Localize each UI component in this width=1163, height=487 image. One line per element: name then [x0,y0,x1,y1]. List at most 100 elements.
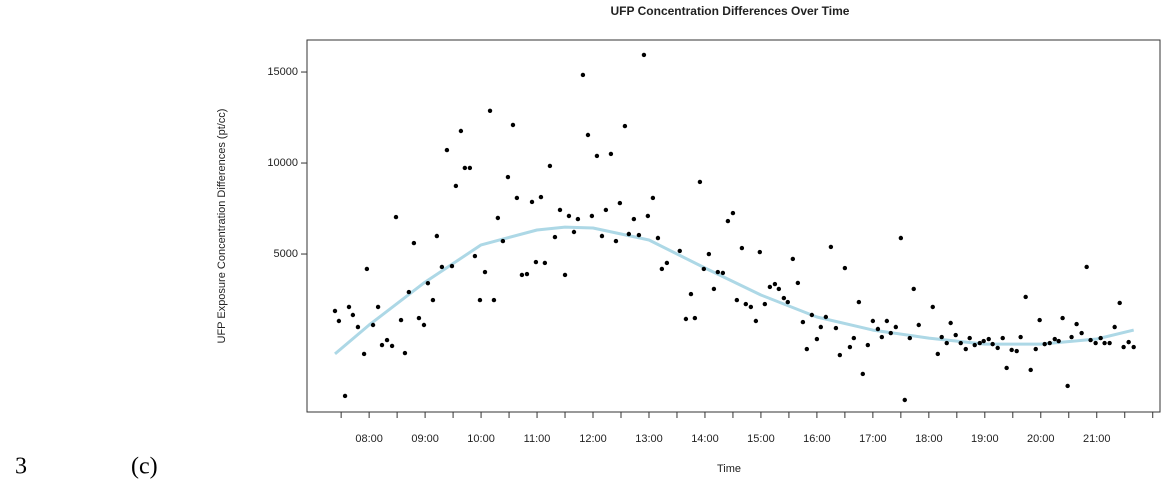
point [1079,330,1084,336]
point [458,128,464,134]
point [529,199,535,205]
figure-caption: (c) [131,454,158,480]
point [402,350,408,356]
point [449,263,455,269]
point [655,235,661,241]
point [730,210,736,216]
point [571,229,577,235]
point [1060,315,1065,321]
point [617,200,623,206]
point [828,244,834,250]
point [1037,317,1042,323]
point [421,322,427,328]
point [875,326,881,332]
point [814,336,820,342]
point [1112,324,1117,330]
point [524,271,530,277]
point [944,340,949,346]
point [972,342,977,348]
point [785,299,790,305]
point [856,299,862,305]
point [865,342,871,348]
point [346,304,352,310]
point [1065,383,1070,389]
point [444,147,450,153]
point [1102,340,1107,346]
point [364,266,370,272]
point [911,286,916,292]
point [510,122,516,128]
x-tick-label: 19:00 [971,433,999,445]
point [823,314,829,320]
point [967,335,972,341]
point [706,251,712,257]
point [361,351,367,357]
point [893,324,899,330]
point [562,272,568,278]
point [626,231,632,237]
point [1131,344,1136,350]
point [462,165,468,171]
point [425,280,431,286]
point [953,332,958,338]
point [1014,348,1019,354]
point [1084,264,1089,270]
point [384,337,390,343]
point [482,269,488,275]
point [636,232,642,238]
point [701,266,707,272]
x-tick-label: 21:00 [1083,433,1111,445]
point [1023,294,1028,300]
point [1009,347,1014,353]
point [1126,339,1131,345]
point [995,345,1000,351]
point [533,259,539,265]
point [379,342,385,348]
point [342,393,348,399]
point [336,318,342,324]
x-tick-label: 16:00 [803,433,831,445]
point [1028,367,1033,373]
x-axis-label: Time [717,463,741,475]
point [641,52,647,58]
point [683,316,689,322]
point [898,235,904,241]
point [547,163,553,169]
point [439,264,445,270]
point [585,132,591,138]
point [1018,334,1023,340]
point [594,153,600,159]
point [664,260,670,266]
point [495,215,501,221]
point [818,324,824,330]
point [720,270,726,276]
point [879,334,885,340]
point [833,325,839,331]
point [804,346,810,352]
y-tick-label: 10000 [267,157,298,169]
point [790,256,796,262]
point [772,281,778,287]
point [406,289,412,295]
point [753,318,759,324]
point [958,340,963,346]
point [692,315,698,321]
point [1047,340,1052,346]
point [916,322,921,328]
point [1117,300,1122,306]
point [809,312,815,318]
point [542,260,548,266]
point [847,344,853,350]
x-tick-label: 10:00 [467,433,495,445]
point [608,151,614,157]
point [888,330,893,336]
y-axis-label: UFP Exposure Concentration Differences (… [216,109,228,344]
point [370,322,376,328]
point [748,304,754,310]
point [986,336,991,342]
point [557,207,563,213]
point [1056,338,1061,344]
point [870,318,876,324]
x-tick-label: 12:00 [579,433,607,445]
point [389,343,395,349]
